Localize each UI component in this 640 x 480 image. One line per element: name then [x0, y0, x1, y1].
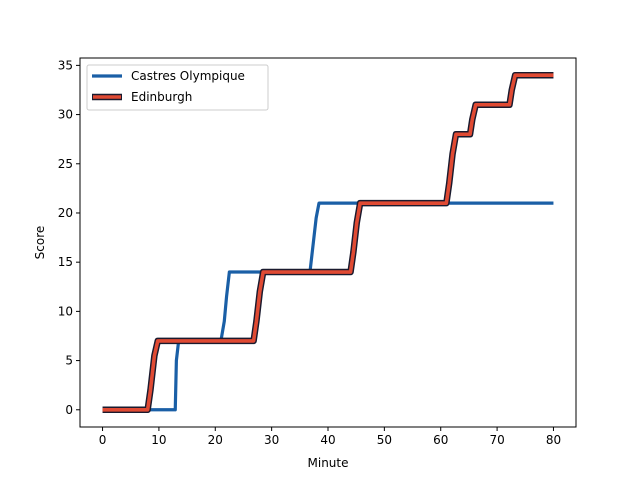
plot-lines [102, 71, 554, 414]
x-tick-label: 60 [433, 433, 448, 447]
y-tick-label: 25 [58, 157, 73, 171]
legend-label-edinburgh: Edinburgh [131, 90, 192, 104]
x-tick-label: 40 [320, 433, 335, 447]
y-tick-label: 35 [58, 58, 73, 72]
y-axis-label: Score [33, 226, 47, 260]
legend: Castres Olympique Edinburgh [86, 64, 269, 111]
y-tick-label: 0 [65, 403, 73, 417]
y-tick-label: 5 [65, 354, 73, 368]
x-tick-label: 70 [489, 433, 504, 447]
series-line-edinburgh-outline [102, 71, 554, 414]
y-tick-label: 20 [58, 206, 73, 220]
x-tick-label: 0 [99, 433, 107, 447]
x-tick-label: 80 [546, 433, 561, 447]
legend-box [86, 64, 269, 111]
series-line-edinburgh [102, 73, 554, 412]
x-tick-label: 20 [208, 433, 223, 447]
x-axis-label: Minute [308, 456, 349, 470]
y-tick-label: 10 [58, 304, 73, 318]
y-tick-label: 30 [58, 108, 73, 122]
x-tick-label: 10 [151, 433, 166, 447]
legend-label-castres: Castres Olympique [131, 69, 245, 83]
y-axis-ticks: 0 5 10 15 20 25 30 35 [58, 58, 80, 417]
series-line-castres [102, 201, 554, 412]
y-tick-label: 15 [58, 255, 73, 269]
x-tick-label: 50 [377, 433, 392, 447]
x-axis-ticks: 0 10 20 30 40 50 60 70 80 [99, 427, 561, 447]
x-tick-label: 30 [264, 433, 279, 447]
